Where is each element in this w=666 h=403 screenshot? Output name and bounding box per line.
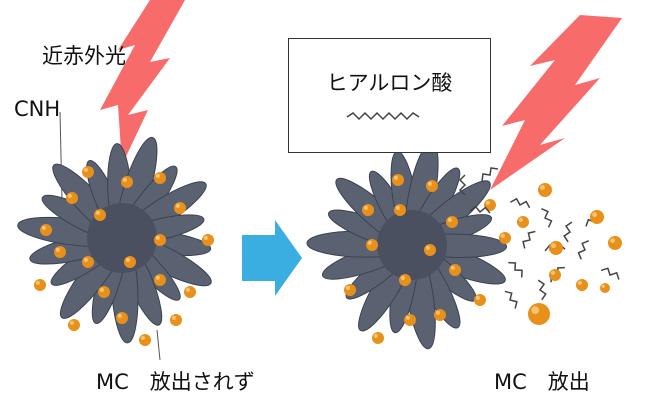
hyaluronic-fragment bbox=[563, 221, 573, 243]
mc-sphere bbox=[184, 286, 196, 298]
lightning-right-icon bbox=[490, 15, 622, 190]
hyaluronic-chains bbox=[458, 167, 620, 309]
mc-sphere bbox=[549, 241, 563, 255]
mc-sphere bbox=[424, 244, 436, 256]
hyaluronic-fragment bbox=[504, 290, 518, 309]
mc-sphere bbox=[590, 210, 604, 224]
mc-sphere bbox=[362, 204, 374, 216]
mc-sphere bbox=[121, 176, 133, 188]
mc-sphere bbox=[434, 309, 446, 321]
mc-sphere bbox=[98, 286, 110, 298]
mc-sphere bbox=[528, 303, 550, 325]
mc-sphere bbox=[82, 166, 94, 178]
process-arrow-icon bbox=[242, 220, 302, 296]
hyaluronic-acid-label: ヒアルロン酸 bbox=[326, 71, 453, 95]
mc-sphere bbox=[170, 314, 182, 326]
mc-sphere bbox=[116, 312, 128, 324]
hyaluronic-fragment bbox=[541, 207, 553, 228]
mc-sphere bbox=[576, 279, 588, 291]
mc-sphere bbox=[344, 284, 356, 296]
mc-sphere bbox=[600, 283, 610, 293]
hyaluronic-fragment bbox=[458, 174, 467, 196]
hyaluronic-fragment bbox=[510, 197, 531, 209]
mc-sphere bbox=[474, 294, 486, 306]
mc-released-label: MC 放出 bbox=[494, 370, 590, 394]
hyaluronic-fragment bbox=[508, 261, 523, 278]
mc-sphere bbox=[484, 199, 496, 211]
mc-sphere bbox=[66, 192, 78, 204]
mc-sphere bbox=[54, 246, 66, 258]
mc-sphere bbox=[202, 234, 214, 246]
mc-sphere bbox=[366, 239, 378, 251]
mc-sphere bbox=[68, 319, 80, 331]
mc-sphere bbox=[82, 256, 94, 268]
hyaluronic-fragment bbox=[522, 230, 536, 249]
mc-sphere bbox=[446, 216, 458, 228]
mc-sphere bbox=[608, 236, 622, 250]
mc-sphere bbox=[94, 209, 106, 221]
hyaluronic-fragment bbox=[469, 205, 491, 214]
mc-not-released-label: MC 放出されず bbox=[96, 370, 255, 394]
mc-sphere bbox=[40, 224, 52, 236]
mc-sphere bbox=[139, 334, 151, 346]
mc-pointer-line bbox=[156, 329, 161, 361]
near-infrared-label: 近赤外光 bbox=[42, 44, 126, 68]
hyaluronic-fragment bbox=[600, 267, 620, 280]
mc-sphere bbox=[517, 216, 529, 228]
hyaluronic-fragment bbox=[481, 167, 499, 182]
lightning-left-icon bbox=[100, 0, 185, 165]
mc-sphere bbox=[154, 172, 166, 184]
mc-sphere bbox=[394, 204, 406, 216]
mc-sphere bbox=[124, 256, 136, 268]
mc-sphere bbox=[34, 279, 46, 291]
hyaluronic-fragment bbox=[537, 279, 547, 301]
cnh-nanohorn-right bbox=[306, 141, 511, 350]
mc-sphere bbox=[154, 234, 166, 246]
mc-sphere bbox=[404, 314, 416, 326]
mc-sphere bbox=[399, 274, 411, 286]
mc-sphere bbox=[426, 180, 438, 192]
mc-sphere bbox=[499, 232, 511, 244]
cnh-nanohorn-left bbox=[17, 136, 214, 346]
hyaluronic-chain-icon bbox=[346, 111, 420, 121]
mc-sphere bbox=[174, 202, 186, 214]
released-mc-spheres bbox=[517, 183, 622, 325]
mc-sphere bbox=[538, 183, 552, 197]
cnh-label: CNH bbox=[14, 97, 61, 121]
mc-sphere bbox=[392, 174, 404, 186]
hyaluronic-fragment bbox=[577, 240, 590, 260]
mc-sphere bbox=[449, 264, 461, 276]
mc-sphere bbox=[549, 269, 561, 281]
hyaluronic-acid-box: ヒアルロン酸 bbox=[288, 38, 491, 153]
mc-sphere bbox=[154, 274, 166, 286]
mc-sphere bbox=[372, 332, 384, 344]
